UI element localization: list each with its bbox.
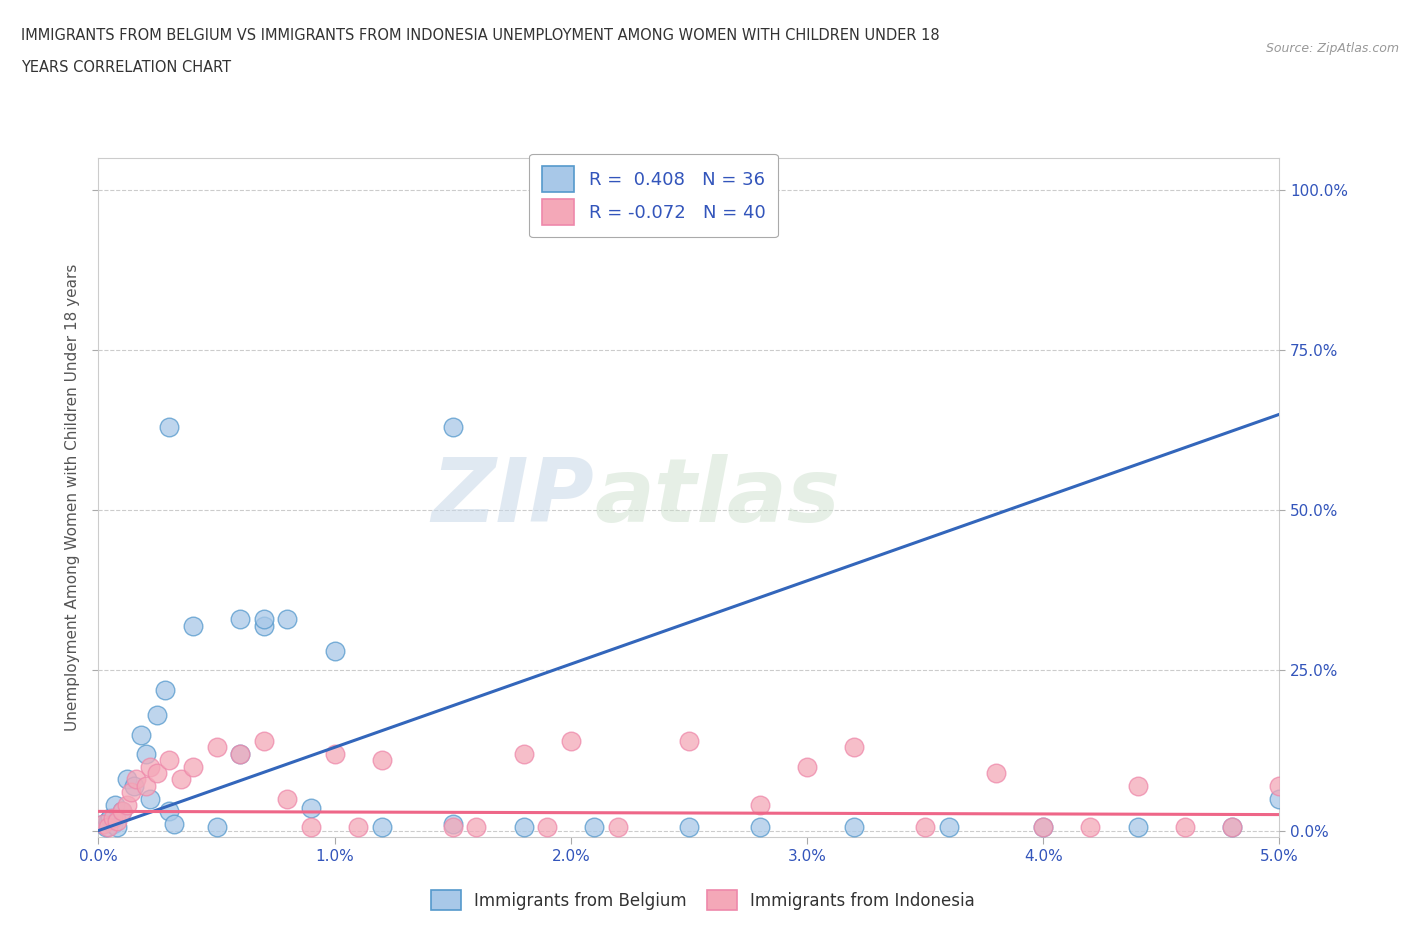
Point [135,746,157,761]
Point [371,820,394,835]
Point [205,820,228,835]
Point [441,820,464,835]
Point [115,772,138,787]
Point [465,820,488,835]
Y-axis label: Unemployment Among Women with Children Under 18 years: Unemployment Among Women with Children U… [65,264,80,731]
Point [1268,791,1291,806]
Point [97,820,120,835]
Point [91,817,114,831]
Text: IMMIGRANTS FROM BELGIUM VS IMMIGRANTS FROM INDONESIA UNEMPLOYMENT AMONG WOMEN WI: IMMIGRANTS FROM BELGIUM VS IMMIGRANTS FR… [21,28,939,43]
Point [276,612,298,627]
Point [122,778,145,793]
Point [560,734,582,749]
Point [139,759,162,774]
Point [1032,820,1054,835]
Point [253,618,276,633]
Point [323,644,346,658]
Point [121,785,143,800]
Point [1032,820,1054,835]
Point [748,798,770,813]
Point [1220,820,1243,835]
Point [146,765,169,780]
Point [1174,820,1197,835]
Point [512,820,534,835]
Point [94,820,117,835]
Point [583,820,606,835]
Point [748,820,770,835]
Point [323,746,346,761]
Point [984,765,1007,780]
Point [299,801,322,816]
Point [1220,820,1243,835]
Point [607,820,630,835]
Point [347,820,370,835]
Point [135,778,157,793]
Legend: Immigrants from Belgium, Immigrants from Indonesia: Immigrants from Belgium, Immigrants from… [425,884,981,917]
Point [153,683,176,698]
Point [163,817,186,831]
Point [299,820,322,835]
Point [101,817,124,831]
Point [441,419,464,434]
Point [844,740,866,755]
Point [105,820,128,835]
Point [104,798,127,813]
Point [115,798,138,813]
Point [253,612,276,627]
Point [1080,820,1102,835]
Point [170,772,193,787]
Point [181,759,204,774]
Point [157,752,180,767]
Point [157,804,180,818]
Point [111,804,134,818]
Point [157,419,180,434]
Point [914,820,936,835]
Point [146,708,169,723]
Legend: R =  0.408   N = 36, R = -0.072   N = 40: R = 0.408 N = 36, R = -0.072 N = 40 [529,153,778,237]
Point [229,612,252,627]
Point [91,817,114,831]
Point [1268,778,1291,793]
Point [938,820,960,835]
Point [205,740,228,755]
Point [101,810,124,825]
Point [125,772,148,787]
Point [536,820,558,835]
Point [181,618,204,633]
Point [441,817,464,831]
Point [844,820,866,835]
Point [229,746,252,761]
Point [139,791,162,806]
Point [1126,820,1149,835]
Point [796,759,818,774]
Text: YEARS CORRELATION CHART: YEARS CORRELATION CHART [21,60,231,75]
Point [98,810,121,825]
Point [105,814,128,829]
Text: ZIP: ZIP [432,454,595,541]
Point [276,791,298,806]
Point [229,746,252,761]
Text: atlas: atlas [595,454,841,541]
Point [97,814,120,829]
Point [678,820,700,835]
Point [678,734,700,749]
Text: Source: ZipAtlas.com: Source: ZipAtlas.com [1265,42,1399,55]
Point [512,746,534,761]
Point [253,734,276,749]
Point [1126,778,1149,793]
Point [371,752,394,767]
Point [129,727,152,742]
Point [111,804,134,818]
